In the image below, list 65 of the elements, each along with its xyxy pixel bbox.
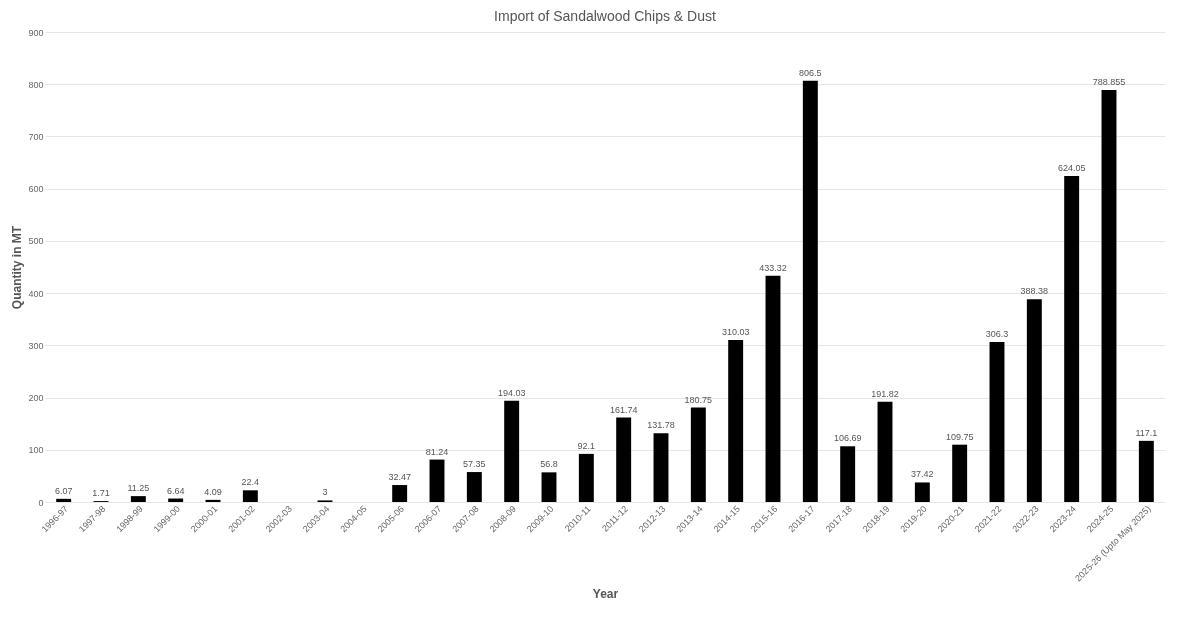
bar xyxy=(1064,176,1080,502)
bar xyxy=(242,490,258,502)
y-tick-label: 500 xyxy=(28,236,44,247)
y-tick-label: 900 xyxy=(28,27,44,38)
data-label: 310.03 xyxy=(721,327,750,338)
data-label: 32.47 xyxy=(388,472,411,483)
bar xyxy=(392,485,408,502)
data-label: 388.38 xyxy=(1020,286,1049,297)
bar xyxy=(802,80,818,502)
data-label: 92.1 xyxy=(577,440,596,451)
data-label: 81.24 xyxy=(425,446,449,457)
data-label: 180.75 xyxy=(684,394,713,405)
y-tick-label: 800 xyxy=(28,79,44,90)
bar xyxy=(1138,440,1154,502)
data-label: 806.5 xyxy=(799,67,822,78)
data-label: 22.4 xyxy=(241,477,260,488)
data-label: 109.75 xyxy=(945,431,974,442)
bar xyxy=(466,472,482,502)
data-label: 306.3 xyxy=(985,329,1009,340)
bar xyxy=(653,433,669,502)
data-label: 433.32 xyxy=(759,262,787,273)
bar xyxy=(914,482,930,502)
bar xyxy=(578,453,594,502)
bar xyxy=(840,446,856,502)
data-label: 624.05 xyxy=(1057,163,1086,174)
chart-title: Import of Sandalwood Chips & Dust xyxy=(494,8,716,24)
y-tick-label: 200 xyxy=(28,393,44,404)
data-label: 6.64 xyxy=(166,485,185,496)
bar xyxy=(616,417,632,502)
data-label: 37.42 xyxy=(911,469,934,480)
bar xyxy=(952,444,968,502)
data-label: 788.855 xyxy=(1092,77,1126,88)
data-label: 57.35 xyxy=(463,459,486,470)
y-tick-label: 400 xyxy=(28,288,44,299)
data-label: 1.71 xyxy=(92,488,110,499)
y-tick-label: 300 xyxy=(28,340,44,351)
bar xyxy=(541,472,557,502)
bar xyxy=(1026,299,1042,502)
data-label: 4.09 xyxy=(204,486,222,497)
data-label: 56.8 xyxy=(540,459,558,470)
bar xyxy=(130,496,146,502)
bar xyxy=(56,498,72,502)
y-axis-title: Quantity in MT xyxy=(10,225,25,310)
data-label: 161.74 xyxy=(609,404,638,415)
data-label: 3 xyxy=(322,487,328,498)
data-label: 6.07 xyxy=(54,485,73,496)
bar xyxy=(877,401,893,502)
data-label: 117.1 xyxy=(1135,427,1158,438)
y-tick-label: 600 xyxy=(28,184,44,195)
bar xyxy=(1101,90,1117,502)
bar xyxy=(504,400,520,502)
bar xyxy=(728,340,744,502)
data-label: 106.69 xyxy=(833,433,862,444)
data-label: 11.25 xyxy=(127,483,150,494)
bar xyxy=(765,275,781,502)
y-tick-label: 100 xyxy=(28,445,44,456)
data-label: 191.82 xyxy=(871,388,899,399)
y-tick-label: 0 xyxy=(38,497,44,508)
bar xyxy=(690,407,706,502)
data-label: 131.78 xyxy=(647,420,675,431)
y-tick-label: 700 xyxy=(28,131,44,142)
x-axis-title: Year xyxy=(592,587,619,602)
bar xyxy=(429,459,445,502)
bar xyxy=(989,342,1005,502)
data-label: 194.03 xyxy=(497,387,526,398)
